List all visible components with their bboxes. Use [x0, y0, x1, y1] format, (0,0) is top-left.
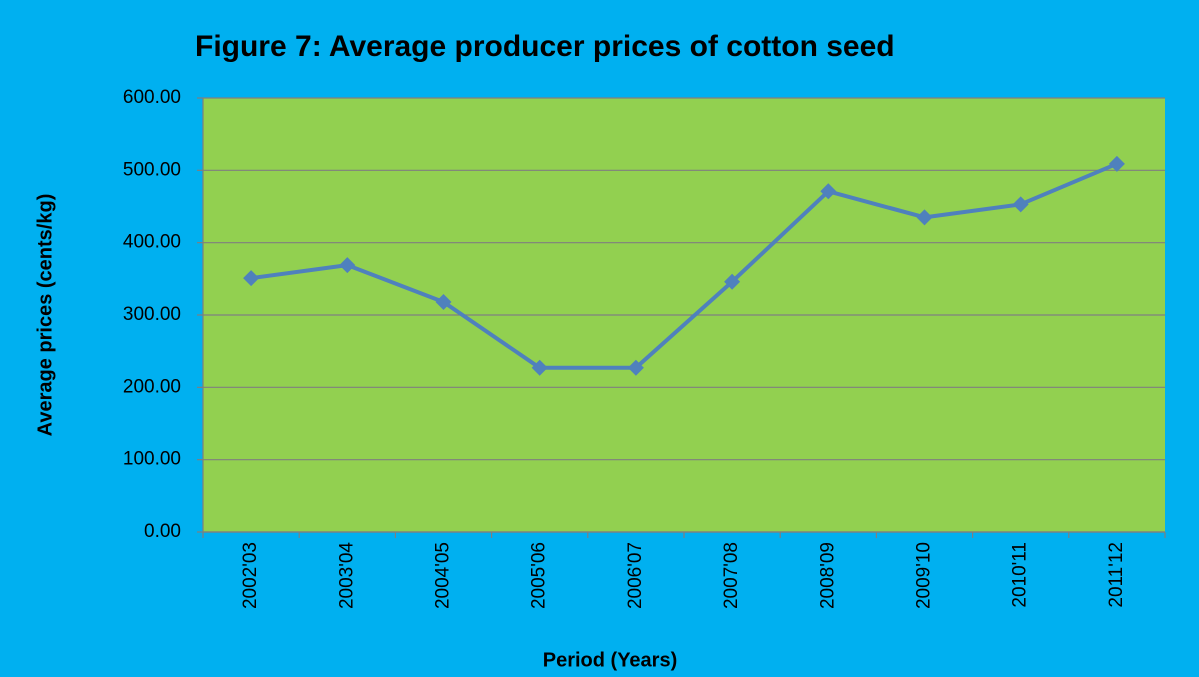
chart-title: Figure 7: Average producer prices of cot…: [195, 30, 895, 63]
y-tick-label: 0.00: [144, 521, 181, 542]
y-axis-label: Average prices (cents/kg): [34, 194, 56, 437]
x-tick-label: 2006'07: [625, 542, 646, 609]
data-marker: [1108, 155, 1125, 172]
data-marker: [820, 183, 837, 200]
x-tick-label: 2009'10: [914, 542, 935, 609]
y-tick-label: 200.00: [123, 376, 181, 397]
data-marker: [1012, 196, 1029, 213]
y-tick-label: 300.00: [123, 304, 181, 325]
data-marker: [531, 359, 548, 376]
x-tick-label: 2005'06: [529, 542, 550, 609]
x-axis-label: Period (Years): [543, 649, 678, 671]
data-line: [250, 161, 1118, 370]
y-tick-label: 600.00: [123, 87, 181, 108]
x-tick-label: 2003'04: [336, 542, 357, 609]
data-marker: [435, 293, 452, 310]
y-tick-label: 500.00: [123, 159, 181, 180]
x-tick-label: 2008'09: [817, 542, 838, 609]
data-marker: [339, 257, 356, 274]
data-marker: [627, 359, 644, 376]
y-tick-label: 100.00: [123, 449, 181, 470]
x-tick-label: 2004'05: [433, 542, 454, 609]
y-tick-label: 400.00: [123, 232, 181, 253]
data-marker: [243, 270, 260, 287]
data-marker: [916, 209, 933, 226]
x-tick-label: 2010'11: [1010, 542, 1031, 608]
x-tick-label: 2002'03: [240, 542, 261, 609]
x-tick-label: 2007'08: [721, 542, 742, 609]
data-marker: [724, 273, 741, 290]
x-tick-label: 2011'12: [1106, 542, 1127, 608]
